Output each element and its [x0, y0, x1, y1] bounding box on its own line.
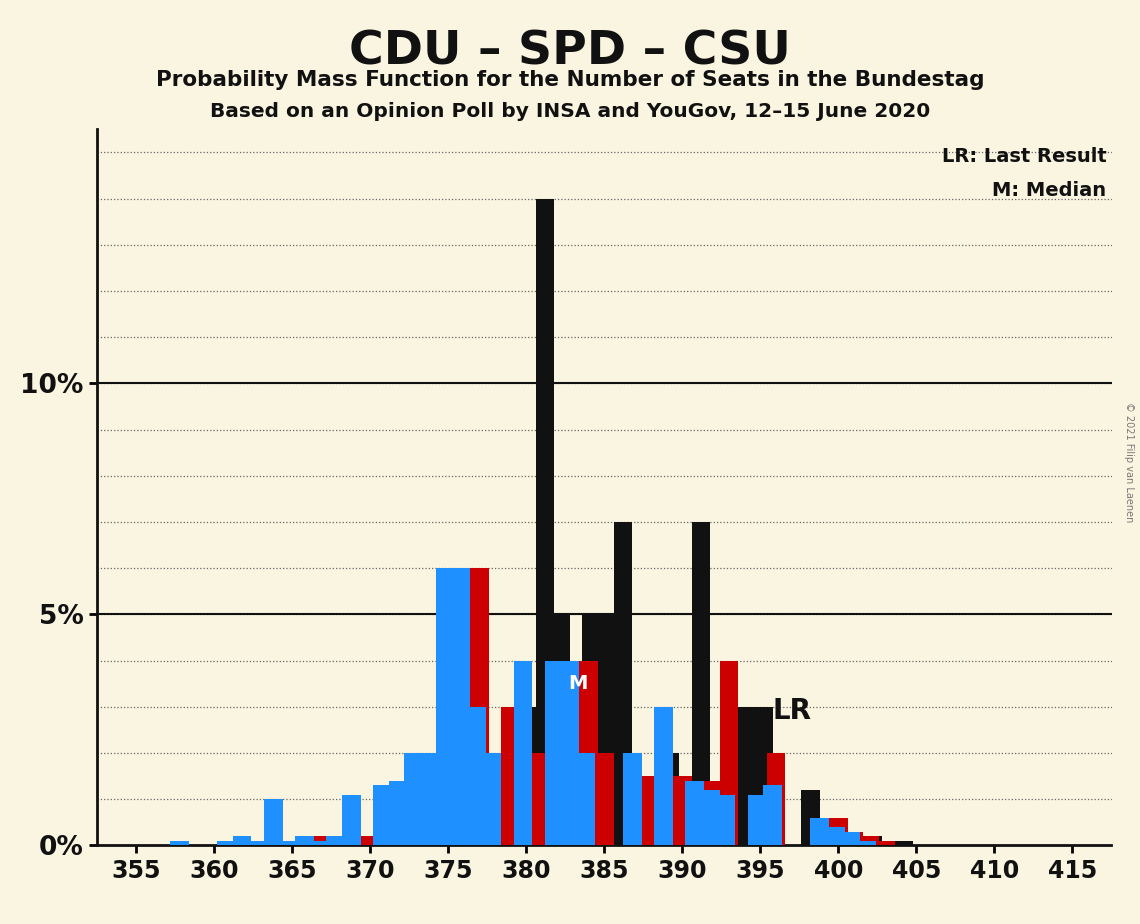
- Bar: [457, 781, 477, 845]
- Bar: [579, 661, 598, 845]
- Bar: [380, 827, 398, 845]
- Bar: [829, 818, 848, 845]
- Bar: [342, 795, 360, 845]
- Bar: [392, 808, 410, 845]
- Bar: [857, 841, 876, 845]
- Bar: [825, 827, 845, 845]
- Text: M: Median: M: Median: [992, 181, 1107, 200]
- Bar: [217, 841, 236, 845]
- Bar: [295, 836, 314, 845]
- Text: Probability Mass Function for the Number of Seats in the Bundestag: Probability Mass Function for the Number…: [156, 70, 984, 91]
- Bar: [520, 707, 538, 845]
- Bar: [879, 841, 897, 845]
- Bar: [654, 707, 673, 845]
- Bar: [389, 781, 407, 845]
- Bar: [486, 753, 504, 845]
- Bar: [249, 841, 267, 845]
- Text: Based on an Opinion Poll by INSA and YouGov, 12–15 June 2020: Based on an Opinion Poll by INSA and You…: [210, 102, 930, 121]
- Bar: [861, 836, 879, 845]
- Bar: [420, 753, 439, 845]
- Bar: [685, 781, 705, 845]
- Bar: [660, 753, 679, 845]
- Bar: [642, 776, 660, 845]
- Text: LR: Last Result: LR: Last Result: [942, 147, 1107, 166]
- Bar: [364, 836, 383, 845]
- Bar: [426, 808, 445, 845]
- Bar: [252, 841, 270, 845]
- Bar: [283, 841, 301, 845]
- Bar: [439, 781, 457, 845]
- Bar: [470, 568, 489, 845]
- Bar: [811, 818, 829, 845]
- Bar: [314, 836, 333, 845]
- Bar: [848, 836, 866, 845]
- Bar: [548, 753, 567, 845]
- Bar: [514, 661, 532, 845]
- Bar: [583, 614, 601, 845]
- Bar: [801, 790, 820, 845]
- Bar: [739, 707, 757, 845]
- Bar: [532, 753, 551, 845]
- Bar: [317, 841, 335, 845]
- Bar: [299, 841, 317, 845]
- Bar: [329, 841, 348, 845]
- Bar: [764, 785, 782, 845]
- Bar: [841, 832, 861, 845]
- Bar: [613, 522, 633, 845]
- Bar: [561, 661, 579, 845]
- Bar: [723, 781, 741, 845]
- Bar: [233, 836, 252, 845]
- Bar: [622, 753, 642, 845]
- Bar: [170, 841, 189, 845]
- Bar: [345, 836, 364, 845]
- Bar: [373, 785, 392, 845]
- Bar: [754, 707, 773, 845]
- Bar: [311, 841, 329, 845]
- Bar: [467, 707, 486, 845]
- Bar: [435, 568, 455, 845]
- Bar: [595, 753, 613, 845]
- Bar: [264, 799, 283, 845]
- Bar: [482, 753, 502, 845]
- Bar: [748, 795, 766, 845]
- Bar: [279, 841, 299, 845]
- Bar: [766, 753, 785, 845]
- Bar: [267, 841, 286, 845]
- Bar: [845, 832, 863, 845]
- Bar: [451, 568, 470, 845]
- Bar: [876, 841, 895, 845]
- Bar: [326, 836, 345, 845]
- Bar: [405, 753, 423, 845]
- Bar: [286, 841, 304, 845]
- Bar: [536, 199, 554, 845]
- Bar: [717, 795, 735, 845]
- Bar: [410, 808, 430, 845]
- Bar: [719, 661, 739, 845]
- Bar: [301, 841, 320, 845]
- Bar: [692, 522, 710, 845]
- Bar: [423, 808, 442, 845]
- Bar: [551, 614, 570, 845]
- Text: LR: LR: [772, 698, 811, 725]
- Bar: [576, 753, 595, 845]
- Bar: [705, 781, 723, 845]
- Bar: [442, 781, 461, 845]
- Bar: [502, 707, 520, 845]
- Bar: [396, 827, 414, 845]
- Bar: [270, 841, 288, 845]
- Bar: [598, 614, 617, 845]
- Bar: [673, 776, 692, 845]
- Bar: [563, 707, 583, 845]
- Bar: [895, 841, 913, 845]
- Bar: [333, 836, 351, 845]
- Text: © 2021 Filip van Laenen: © 2021 Filip van Laenen: [1124, 402, 1133, 522]
- Text: CDU – SPD – CSU: CDU – SPD – CSU: [349, 30, 791, 75]
- Bar: [360, 836, 380, 845]
- Bar: [701, 790, 719, 845]
- Bar: [348, 836, 367, 845]
- Text: M: M: [568, 674, 587, 693]
- Bar: [407, 808, 426, 845]
- Bar: [545, 661, 563, 845]
- Bar: [863, 836, 882, 845]
